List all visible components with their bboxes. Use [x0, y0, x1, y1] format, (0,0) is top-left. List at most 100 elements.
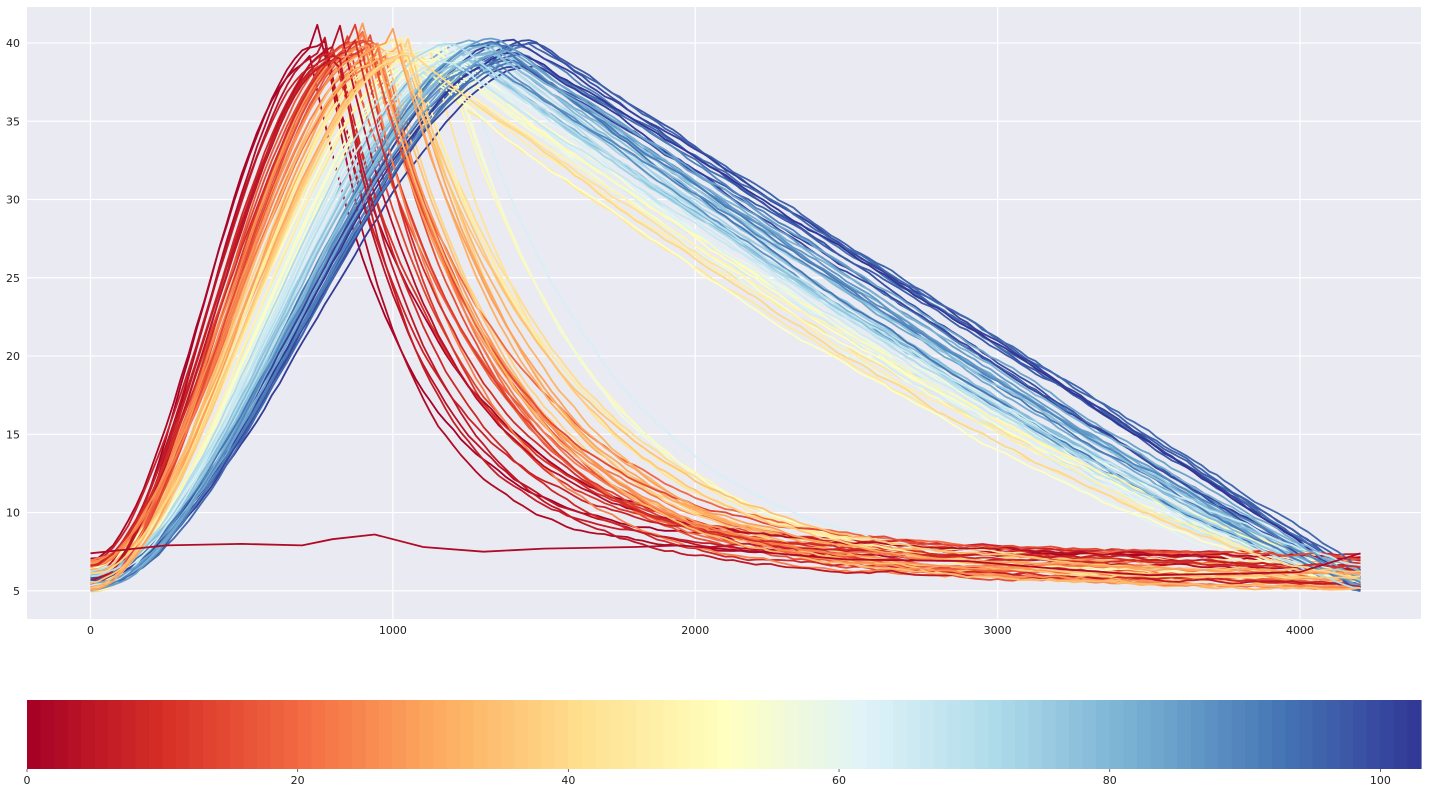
colorbar-cell: [1217, 700, 1233, 769]
colorbar-cell: [636, 700, 651, 769]
colorbar-cell: [771, 700, 786, 769]
colorbar-cell: [230, 700, 245, 769]
series-line: [90, 61, 1361, 587]
colorbar-cell: [1150, 700, 1165, 769]
colorbar-tick-label: 40: [561, 774, 575, 787]
colorbar-cell: [148, 700, 163, 769]
series-line: [90, 59, 1361, 582]
colorbar-cell: [852, 700, 867, 769]
colorbar-tick-label: 60: [832, 774, 846, 787]
colorbar-cell: [1123, 700, 1138, 769]
y-tick-label: 10: [6, 507, 20, 520]
colorbar-cell: [243, 700, 258, 769]
y-axis-tick-labels: 5 10 15 20 25 30 35 40: [6, 37, 20, 598]
colorbar-cell: [94, 700, 109, 769]
series-line: [90, 35, 1361, 567]
colorbar-cell: [1407, 700, 1422, 769]
colorbar-cell: [541, 700, 556, 769]
series-line: [90, 65, 1361, 585]
colorbar-cell: [392, 700, 407, 769]
colorbar-cell: [649, 700, 664, 769]
series-line: [90, 57, 1361, 591]
series-line: [90, 52, 1361, 578]
colorbar-cell: [960, 700, 975, 769]
colorbar-cell: [527, 700, 542, 769]
colorbar-cell: [460, 700, 475, 769]
colorbar-cell: [270, 700, 285, 769]
y-tick-label: 20: [6, 350, 20, 363]
colorbar-cell: [162, 700, 177, 769]
colorbar-cell: [27, 700, 42, 769]
series-line: [90, 39, 1361, 569]
colorbar: 0 20 40 60 80 100: [24, 700, 1422, 787]
series-line: [90, 51, 1362, 589]
colorbar-cell: [1069, 700, 1084, 769]
series-line: [90, 53, 1362, 590]
series-line: [90, 39, 1361, 586]
series-line: [90, 65, 1361, 591]
y-tick-label: 15: [6, 428, 20, 441]
colorbar-cell: [433, 700, 448, 769]
series-line: [90, 51, 1361, 585]
series-line: [90, 55, 1361, 568]
colorbar-cell: [1136, 700, 1151, 769]
colorbar-cell: [906, 700, 921, 769]
colorbar-cell: [1096, 700, 1111, 769]
colorbar-cell: [1042, 700, 1057, 769]
colorbar-cell: [311, 700, 326, 769]
series-line: [90, 57, 1361, 586]
colorbar-cell: [744, 700, 759, 769]
colorbar-cell: [1299, 700, 1314, 769]
colorbar-cell: [920, 700, 935, 769]
colorbar-cell: [893, 700, 908, 769]
colorbar-cell: [933, 700, 948, 769]
colorbar-cell: [839, 700, 854, 769]
colorbar-cell: [608, 700, 624, 769]
y-tick-label: 40: [6, 37, 20, 50]
colorbar-cell: [1055, 700, 1070, 769]
colorbar-cell: [514, 700, 529, 769]
colorbar-cell: [825, 700, 840, 769]
colorbar-cell: [1393, 700, 1409, 769]
x-tick-label: 4000: [1286, 624, 1314, 637]
colorbar-cell: [257, 700, 272, 769]
series-line: [90, 49, 1361, 584]
colorbar-tick-label: 20: [291, 774, 305, 787]
series-line: [90, 54, 1361, 577]
colorbar-cell: [108, 700, 123, 769]
line-chart: 0 1000 2000 3000 4000 5 10 15 20 25 30 35 40: [6, 7, 1421, 637]
series-line: [90, 39, 1361, 588]
series-line: [90, 38, 1362, 588]
colorbar-cell: [1204, 700, 1219, 769]
colorbar-cell: [1272, 700, 1287, 769]
colorbar-cell: [297, 700, 312, 769]
colorbar-cell: [1082, 700, 1097, 769]
colorbar-cell: [879, 700, 894, 769]
colorbar-cell: [487, 700, 502, 769]
colorbar-cell: [189, 700, 204, 769]
colorbar-cell: [1190, 700, 1206, 769]
x-tick-label: 0: [87, 624, 94, 637]
y-tick-label: 5: [13, 585, 20, 598]
series-lines: [90, 22, 1362, 593]
series-line: [90, 50, 1361, 588]
colorbar-cell: [1366, 700, 1381, 769]
series-line: [90, 59, 1361, 583]
colorbar-cell: [1014, 700, 1030, 769]
series-line: [90, 51, 1361, 583]
colorbar-cell: [1326, 700, 1341, 769]
colorbar-tick-label: 0: [24, 774, 31, 787]
colorbar-cell: [676, 700, 691, 769]
colorbar-cell: [1258, 700, 1273, 769]
colorbar-cell: [622, 700, 637, 769]
colorbar-cell: [1177, 700, 1192, 769]
series-line: [90, 59, 1361, 588]
x-axis-tick-labels: 0 1000 2000 3000 4000: [87, 624, 1314, 637]
colorbar-cell: [690, 700, 705, 769]
colorbar-cell: [121, 700, 136, 769]
colorbar-cell: [757, 700, 772, 769]
series-line: [90, 27, 1361, 591]
colorbar-cell: [663, 700, 678, 769]
colorbar-cell: [54, 700, 69, 769]
